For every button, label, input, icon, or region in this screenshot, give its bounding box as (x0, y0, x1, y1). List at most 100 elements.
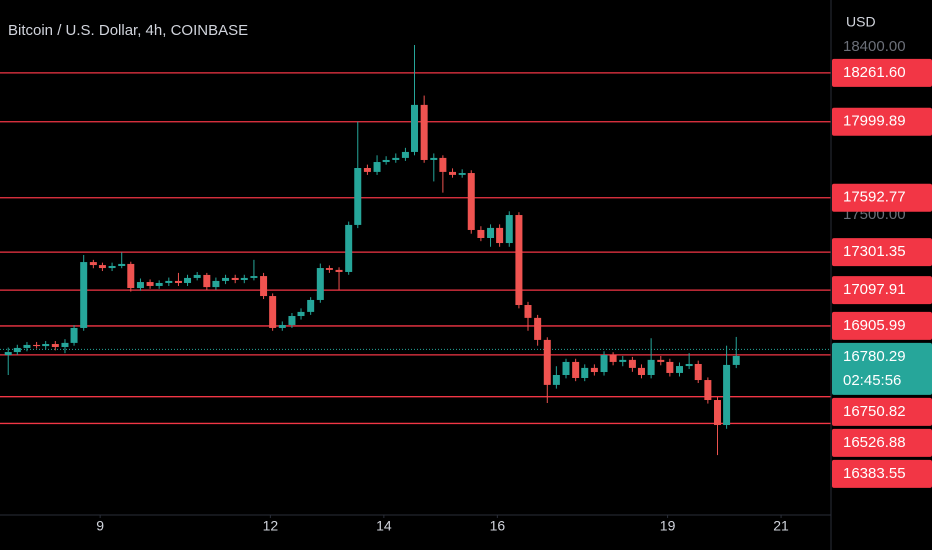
candle-body (552, 375, 560, 385)
candle-body (240, 277, 248, 280)
candle-body (458, 173, 466, 175)
current-price-label: 16780.29 (843, 348, 906, 365)
candle-body (487, 227, 495, 238)
candle-body (723, 364, 731, 426)
candle-body (146, 282, 154, 286)
x-tick-label: 14 (376, 518, 392, 534)
candle-body (108, 265, 116, 269)
price-label: 16750.82 (843, 403, 906, 420)
countdown: 02:45:56 (843, 372, 901, 389)
candle-body (307, 299, 315, 312)
candle-body (250, 276, 258, 278)
candle-body (420, 104, 428, 160)
candle-body (373, 162, 381, 172)
x-tick-label: 16 (490, 518, 506, 534)
candle-body (515, 215, 523, 306)
candle-body (70, 327, 78, 343)
candle-body (732, 355, 740, 365)
candle-body (477, 229, 485, 238)
candle-body (345, 224, 353, 272)
candle-body (694, 363, 702, 381)
candle-body (675, 366, 683, 373)
candle-body (288, 316, 296, 325)
candle-body (278, 324, 286, 328)
candle-body (13, 347, 21, 353)
candle-body (98, 265, 106, 269)
candle-body (23, 344, 31, 348)
candle-body (203, 274, 211, 288)
candle-body (657, 359, 665, 362)
candle-body (335, 269, 343, 272)
price-label: 17301.35 (843, 243, 906, 260)
x-tick-label: 12 (263, 518, 279, 534)
candle-body (80, 262, 88, 328)
price-label: 18261.60 (843, 64, 906, 81)
currency: USD (846, 14, 876, 30)
y-tick-label: 18400.00 (843, 38, 906, 55)
candles (4, 44, 740, 456)
candle-body (666, 361, 674, 373)
candle-body (212, 280, 220, 288)
candle-body (42, 344, 50, 347)
price-label-box (832, 397, 932, 426)
candle-body (193, 274, 201, 278)
price-label-box (832, 183, 932, 212)
candle-body (572, 361, 580, 378)
candle-body (401, 151, 409, 158)
candle-body (89, 262, 97, 266)
candle-body (590, 367, 598, 373)
price-label: 16526.88 (843, 434, 906, 451)
candle-body (155, 282, 163, 286)
candle-body (628, 359, 636, 368)
candle-body (581, 367, 589, 378)
price-label: 16383.55 (843, 465, 906, 482)
candle-body (354, 167, 362, 225)
candle-body (714, 400, 722, 426)
x-tick-label: 9 (96, 518, 104, 534)
candle-body (496, 227, 504, 244)
candle-body (562, 361, 570, 376)
candle-body (316, 268, 324, 300)
candle-body (4, 352, 12, 356)
candle-body (382, 159, 390, 163)
candle-body (685, 363, 693, 367)
candle-body (165, 280, 173, 283)
candle-body (467, 173, 475, 230)
candle-body (136, 282, 144, 289)
price-label-box (832, 107, 932, 136)
chart-title: Bitcoin / U.S. Dollar, 4h, COINBASE (8, 22, 248, 39)
price-label-box (832, 459, 932, 488)
candle-body (534, 317, 542, 340)
price-label-box (832, 238, 932, 267)
candle-body (392, 157, 400, 160)
price-label-box (832, 428, 932, 457)
candle-body (363, 167, 371, 172)
price-label: 17592.77 (843, 189, 906, 206)
price-label-box (832, 58, 932, 87)
candle-body (61, 342, 69, 348)
candle-body (174, 280, 182, 283)
candle-body (184, 277, 192, 283)
candle-body (647, 359, 655, 376)
candle-body (704, 380, 712, 401)
x-tick-label: 21 (773, 518, 789, 534)
candle-body (222, 277, 230, 281)
candle-body (33, 344, 41, 347)
price-label-box (832, 276, 932, 305)
candle-body (269, 296, 277, 328)
candle-body (325, 268, 333, 270)
x-tick-label: 19 (660, 518, 676, 534)
candle-body (260, 276, 268, 297)
price-label-box (832, 311, 932, 340)
candle-body (430, 157, 438, 160)
candle-body (637, 367, 645, 376)
candle-body (411, 104, 419, 152)
current-price-box (832, 342, 932, 395)
candle-body (127, 263, 135, 289)
candle-body (297, 311, 305, 317)
candle-body (609, 355, 617, 362)
candle-body (51, 344, 59, 348)
